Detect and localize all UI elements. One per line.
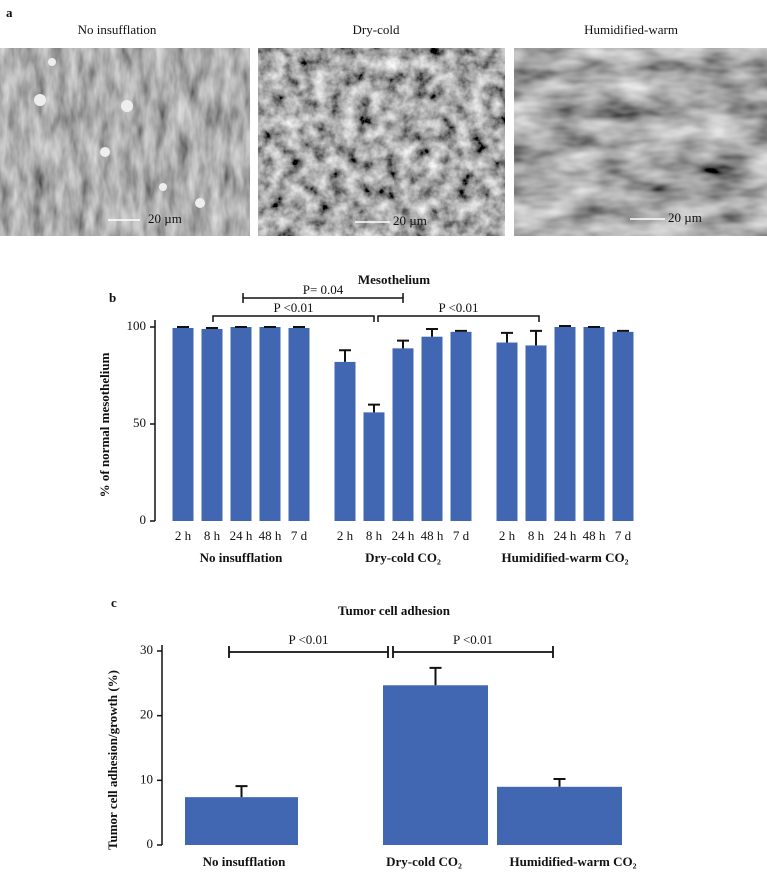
y-tick-label: 100 [127, 318, 147, 333]
bar [421, 336, 443, 521]
scale-label: 20 µm [148, 211, 182, 226]
panel-label: c [111, 595, 117, 610]
x-tick-label: 2 h [499, 528, 516, 543]
bar [583, 327, 605, 521]
error-bar [426, 327, 438, 337]
x-tick-label: 48 h [583, 528, 606, 543]
chart-title: Tumor cell adhesion [338, 603, 451, 618]
panel-label: b [109, 290, 116, 305]
bar [230, 327, 252, 521]
scale-label: 20 µm [393, 213, 427, 228]
bracket-tick [242, 293, 404, 298]
group-label: Humidified-warm CO₂ [501, 550, 628, 565]
bar [496, 342, 518, 521]
x-tick-label: 2 h [175, 528, 192, 543]
x-tick-label: 8 h [366, 528, 383, 543]
error-bar [339, 349, 351, 362]
error-bar [368, 403, 380, 413]
error-bar [501, 331, 513, 343]
chart-title: Mesothelium [358, 272, 430, 287]
error-bar [235, 785, 248, 798]
bar [392, 348, 414, 521]
cells [34, 58, 205, 208]
y-tick-label: 30 [140, 642, 153, 657]
y-tick-label: 0 [147, 836, 154, 851]
x-tick-label: 24 h [230, 528, 253, 543]
error-bar [397, 339, 409, 349]
x-tick-label: 8 h [204, 528, 221, 543]
significance-bracket [212, 315, 375, 322]
image-caption: Humidified-warm [584, 22, 678, 37]
bar [288, 327, 310, 521]
x-tick-label: 48 h [421, 528, 444, 543]
micrograph-texture [0, 48, 250, 236]
x-tick-label: 7 d [615, 528, 632, 543]
group-label: Dry-cold CO₂ [365, 550, 441, 565]
error-bar [559, 325, 571, 328]
bar [554, 327, 576, 521]
bar [383, 685, 488, 845]
significance-bracket [228, 646, 389, 658]
x-tick-label: 7 d [291, 528, 308, 543]
error-bar [455, 329, 467, 332]
x-tick-label: 24 h [554, 528, 577, 543]
bar [259, 327, 281, 521]
y-axis-label: % of normal mesothelium [97, 352, 112, 497]
error-bar [177, 326, 189, 328]
error-bar [617, 329, 629, 332]
image-caption: Dry-cold [353, 22, 400, 37]
group-label: No insufflation [200, 550, 283, 565]
x-tick-label: Dry-cold CO₂ [386, 854, 462, 869]
scale-bars [108, 218, 665, 223]
x-tick-label: 8 h [528, 528, 545, 543]
y-tick-label: 50 [133, 415, 146, 430]
p-value: P= 0.04 [303, 282, 344, 297]
p-value: P <0.01 [438, 300, 478, 315]
bar [450, 331, 472, 521]
x-tick-label: 7 d [453, 528, 470, 543]
p-value: P <0.01 [273, 300, 313, 315]
error-bar [553, 778, 566, 787]
x-tick-label: 24 h [392, 528, 415, 543]
bar [334, 361, 356, 521]
image-caption: No insufflation [78, 22, 157, 37]
p-value: P <0.01 [453, 632, 493, 647]
significance-bracket [392, 646, 554, 658]
error-bar [429, 666, 442, 686]
y-tick-label: 0 [140, 512, 147, 527]
error-bar [530, 329, 542, 346]
bar [363, 412, 385, 521]
micrograph-texture [514, 48, 767, 236]
significance-bracket [377, 315, 540, 322]
significance-bracket [242, 297, 404, 303]
bar [612, 331, 634, 521]
x-tick-label: No insufflation [203, 854, 286, 869]
bar [525, 345, 547, 521]
x-tick-label: 48 h [259, 528, 282, 543]
error-bar [293, 326, 305, 328]
y-tick-label: 20 [140, 707, 153, 722]
bar [497, 786, 622, 845]
bar [172, 327, 194, 521]
x-tick-label: Humidified-warm CO₂ [509, 854, 636, 869]
micrograph-texture [258, 48, 505, 236]
panel-label: a [6, 5, 13, 20]
x-tick-label: 2 h [337, 528, 354, 543]
scale-label: 20 µm [668, 210, 702, 225]
y-tick-label: 10 [140, 771, 153, 786]
bar [185, 797, 298, 845]
error-bar [206, 326, 218, 329]
bar [201, 328, 223, 521]
y-axis-label: Tumor cell adhesion/growth (%) [105, 670, 120, 850]
p-value: P <0.01 [288, 632, 328, 647]
